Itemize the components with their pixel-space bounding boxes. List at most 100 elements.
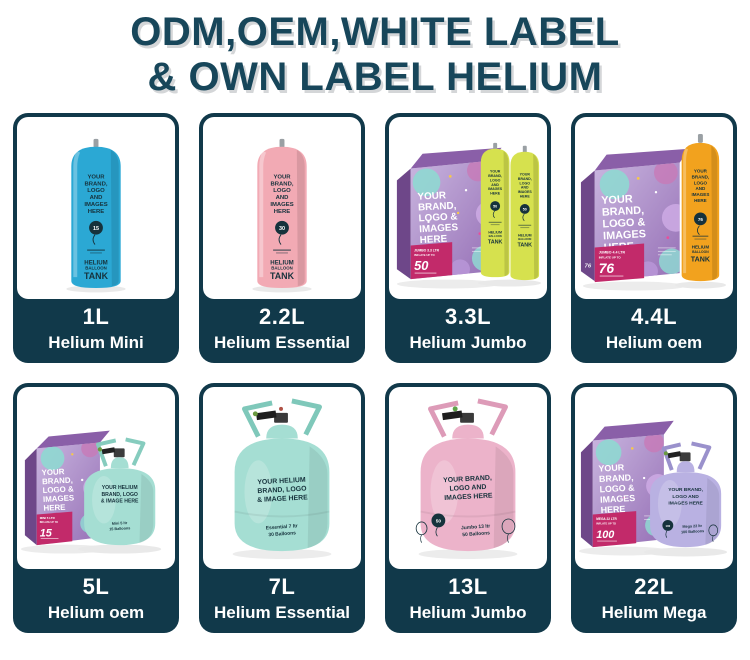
svg-text:YOUR: YOUR (520, 172, 531, 176)
tank-graphic: YOUR BRAND, LOGO AND IMAGES HERE 100 Meg… (650, 441, 722, 547)
svg-text:IMAGES: IMAGES (600, 493, 636, 505)
svg-text:BALLOON: BALLOON (518, 237, 531, 241)
svg-text:HELIUM: HELIUM (270, 259, 293, 266)
svg-text:HELIUM: HELIUM (518, 233, 532, 237)
svg-text:YOUR: YOUR (601, 193, 633, 207)
svg-text:BRAND,: BRAND, (692, 174, 710, 179)
tank-brand-text: YOUR BRAND, LOGO AND IMAGES HERE (668, 486, 703, 506)
card-1l: YOUR BRAND, LOGO AND IMAGES HERE 15 (13, 112, 179, 363)
product-label: 2.2L Helium Essential (203, 299, 361, 359)
product-label: 7L Helium Essential (203, 569, 361, 629)
svg-text:HELIUM: HELIUM (692, 244, 710, 249)
svg-text:IMAGES: IMAGES (518, 190, 533, 194)
svg-text:AND: AND (491, 182, 499, 186)
cylinder-graphic: YOUR BRAND, LOGO AND IMAGES HERE 15 (66, 138, 126, 293)
band-number: 15 (40, 527, 53, 539)
svg-text:TANK: TANK (270, 271, 295, 281)
balloon-icon: 30 (275, 220, 289, 245)
box-brand-text: YOUR BRAND, LOGO & IMAGES HERE (41, 467, 74, 513)
cylinder-graphic: YOUR BRAND, LOGO AND IMAGES HERE 76 HELI… (681, 133, 720, 281)
balloon-count: 15 (93, 226, 99, 232)
svg-text:BRAND, LOGO: BRAND, LOGO (257, 485, 307, 495)
side-number: 76 (585, 263, 592, 269)
svg-text:BRAND, LOGO: BRAND, LOGO (101, 491, 137, 497)
box-graphic: YOUR BRAND, LOGO & IMAGES HERE MEGA 22 L… (580, 420, 674, 547)
product-name: Helium oem (47, 603, 145, 623)
tank-wordmark: HELIUM BALLOON TANK (84, 259, 109, 281)
svg-text:BRAND,: BRAND, (85, 181, 108, 187)
product-image-5l: YOUR BRAND, LOGO & IMAGES HERE MINI 5 LT… (17, 386, 175, 569)
svg-text:100 Balloons: 100 Balloons (681, 529, 704, 534)
product-name: Helium Jumbo (409, 333, 527, 353)
svg-text:HERE: HERE (88, 209, 104, 215)
card-3-3l: YOUR BRAND, LOGO & IMAGES HERE JUMBO 3.3… (385, 112, 551, 363)
svg-text:LOGO &: LOGO & (42, 484, 74, 495)
balloon-count: 50 (436, 518, 442, 524)
svg-text:TANK: TANK (488, 239, 503, 245)
svg-text:BRAND,: BRAND, (488, 173, 502, 177)
product-image-1l: YOUR BRAND, LOGO AND IMAGES HERE 15 (17, 116, 175, 299)
band-number: 76 (599, 260, 615, 276)
tank-brand-text: YOUR HELIUM BRAND, LOGO & IMAGE HERE (257, 476, 308, 504)
svg-text:YOUR: YOUR (87, 174, 105, 180)
cylinder-graphic: YOUR BRAND, LOGO AND IMAGES HERE 50 HELI… (510, 145, 540, 280)
svg-text:IMAGES: IMAGES (488, 187, 503, 191)
svg-text:Mega 22 ltr: Mega 22 ltr (682, 523, 702, 528)
svg-text:YOUR HELIUM: YOUR HELIUM (257, 476, 306, 486)
svg-text:HERE: HERE (490, 191, 500, 195)
svg-text:BRAND,: BRAND, (42, 475, 73, 486)
card-7l: YOUR HELIUM BRAND, LOGO & IMAGE HERE Ess… (199, 382, 365, 633)
tank-graphic: YOUR HELIUM BRAND, LOGO & IMAGE HERE Min… (84, 437, 156, 545)
inflate-label: INFLATE UP TO (596, 521, 616, 525)
svg-text:YOUR: YOUR (273, 174, 291, 180)
box-band: JUMBO 3.3 LTR INFLATE UP TO 50 (410, 241, 453, 279)
tank-spec-text: Mini 5 ltr 15 Balloons (109, 521, 130, 531)
card-4-4l: YOUR BRAND, LOGO & IMAGES HERE JUMBO 4.4… (571, 112, 737, 363)
tank-wordmark: HELIUM BALLOON TANK (270, 259, 295, 281)
box-brand-text: YOUR BRAND, LOGO & IMAGES HERE (598, 462, 636, 515)
product-label: 3.3L Helium Jumbo (389, 299, 547, 359)
tank-spec-text: Essential 7 ltr 30 Balloons (266, 523, 298, 538)
svg-text:HERE: HERE (419, 233, 447, 245)
svg-text:76: 76 (698, 216, 704, 221)
svg-text:BRAND,: BRAND, (602, 204, 645, 218)
card-5l: YOUR BRAND, LOGO & IMAGES HERE MINI 5 LT… (13, 382, 179, 633)
svg-text:BRAND,: BRAND, (518, 176, 532, 180)
svg-text:YOUR: YOUR (41, 467, 65, 477)
svg-text:HERE: HERE (600, 503, 625, 514)
title-line-1: ODM,OEM,WHITE LABEL (130, 10, 620, 54)
svg-text:30 Balloons: 30 Balloons (268, 530, 296, 538)
svg-text:YOUR BRAND,: YOUR BRAND, (443, 474, 492, 484)
product-size: 13L (448, 574, 488, 600)
tank-spec-text: Mega 22 ltr 100 Balloons (681, 523, 704, 534)
cylinder-graphic: YOUR BRAND, LOGO AND IMAGES HERE 30 (252, 138, 312, 293)
product-label: 22L Helium Mega (575, 569, 733, 629)
cylinder-graphic: YOUR BRAND, LOGO AND IMAGES HERE 50 HELI… (480, 142, 510, 277)
band-spec: MEGA 22 LTR (596, 517, 617, 521)
balloon-icon: 100 (662, 519, 674, 538)
svg-text:BALLOON: BALLOON (271, 265, 292, 270)
product-size: 4.4L (630, 304, 678, 330)
svg-text:HELIUM: HELIUM (84, 259, 107, 266)
product-name: Helium Jumbo (409, 603, 527, 623)
product-size: 3.3L (444, 304, 492, 330)
svg-text:BRAND,: BRAND, (599, 472, 634, 484)
svg-text:HERE: HERE (274, 209, 290, 215)
svg-text:HERE: HERE (520, 194, 530, 198)
svg-text:AND: AND (276, 195, 290, 201)
svg-text:LOGO: LOGO (273, 188, 291, 194)
svg-text:LOGO: LOGO (520, 181, 531, 185)
svg-text:AND: AND (695, 186, 706, 191)
tank-brand-text: YOUR BRAND, LOGO AND IMAGES HERE (443, 474, 493, 501)
product-grid: YOUR BRAND, LOGO AND IMAGES HERE 15 (0, 112, 750, 633)
svg-text:50: 50 (493, 204, 497, 208)
band-spec: MINI 5 LTR (40, 516, 56, 520)
svg-text:LOGO &: LOGO & (418, 211, 457, 224)
svg-text:LOGO: LOGO (87, 188, 105, 194)
inflate-label: INFLATE UP TO (414, 253, 435, 257)
svg-text:YOUR BRAND,: YOUR BRAND, (668, 486, 703, 492)
product-image-3-3l: YOUR BRAND, LOGO & IMAGES HERE JUMBO 3.3… (389, 116, 547, 299)
svg-text:IMAGES HERE: IMAGES HERE (444, 492, 493, 502)
cylinder-brand-text: YOUR BRAND, LOGO AND IMAGES HERE (270, 174, 293, 215)
svg-text:& IMAGE HERE: & IMAGE HERE (257, 494, 308, 504)
